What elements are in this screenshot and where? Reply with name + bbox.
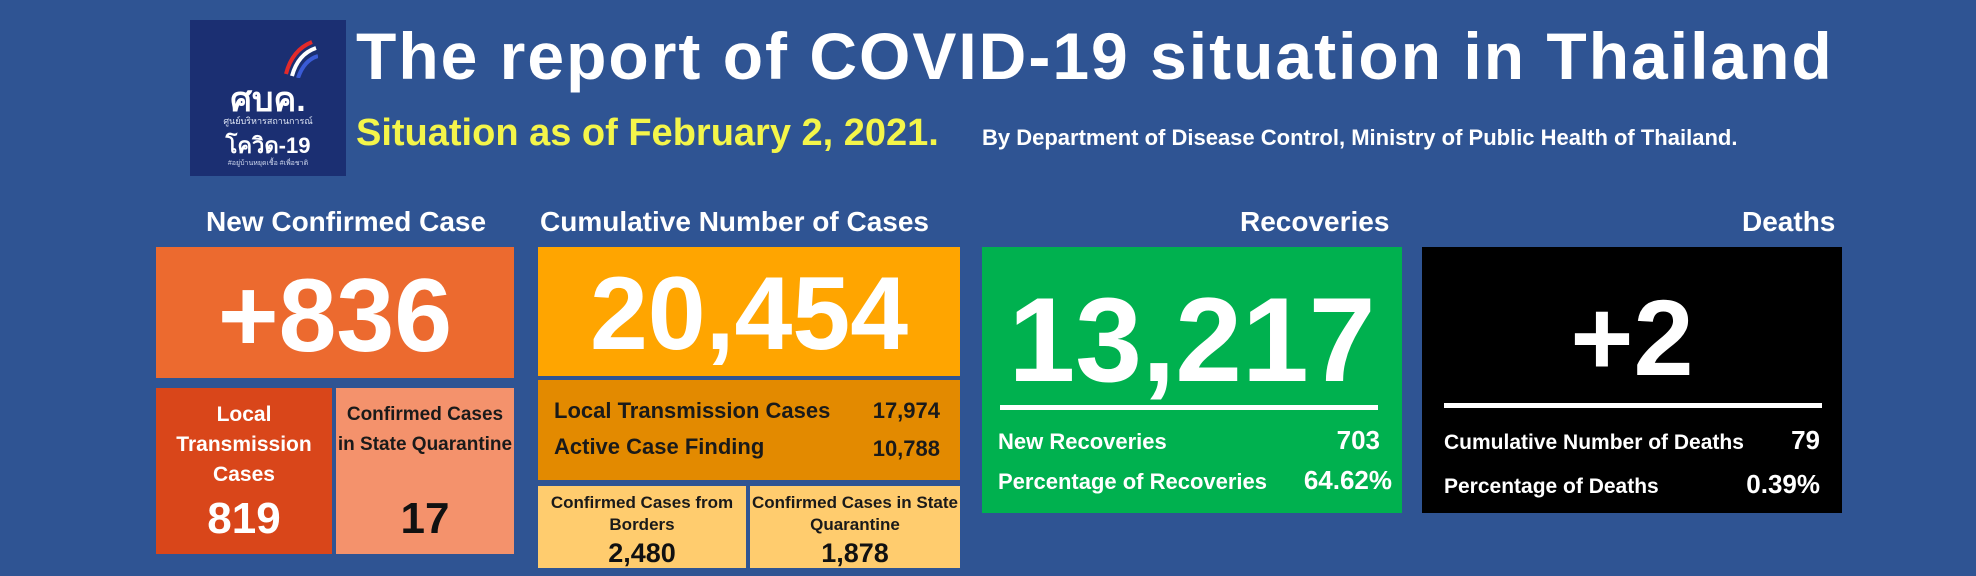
cumulative-quarantine-value: 1,878 xyxy=(821,538,889,568)
recoveries-card: 13,217 New Recoveries 703 Percentage of … xyxy=(982,247,1402,513)
new-recoveries-value: 703 xyxy=(1336,425,1380,455)
cumulative-quarantine-label: Confirmed Cases in State Quarantine xyxy=(752,493,958,534)
local-transmission-label: Local Transmission Cases xyxy=(176,403,312,486)
new-confirmed-value: +836 xyxy=(217,258,453,374)
cumulative-quarantine-card: Confirmed Cases in State Quarantine 1,87… xyxy=(750,486,960,568)
cumulative-local-value: 17,974 xyxy=(872,398,940,423)
borders-card: Confirmed Cases from Borders 2,480 xyxy=(538,486,746,568)
state-quarantine-card: Confirmed Cases in State Quarantine 17 xyxy=(336,388,514,554)
cumulative-deaths-label: Cumulative Number of Deaths xyxy=(1444,431,1744,454)
recoveries-heading: Recoveries xyxy=(1240,206,1390,237)
flag-swoosh-icon xyxy=(284,40,318,78)
cumulative-card: 20,454 xyxy=(538,247,960,376)
deaths-divider xyxy=(1444,403,1822,408)
recoveries-divider xyxy=(1000,405,1378,410)
new-confirmed-card: +836 xyxy=(156,247,514,378)
deaths-pct-label: Percentage of Deaths xyxy=(1444,475,1659,498)
local-transmission-value: 819 xyxy=(207,494,281,543)
deaths-heading: Deaths xyxy=(1742,206,1836,237)
report-title: The report of COVID-19 situation in Thai… xyxy=(356,19,1834,93)
recoveries-pct-value: 64.62% xyxy=(1303,465,1392,495)
borders-value: 2,480 xyxy=(608,538,676,568)
cumulative-breakdown-card: Local Transmission Cases 17,974 Active C… xyxy=(538,380,960,480)
cumulative-value: 20,454 xyxy=(589,256,909,372)
active-case-finding-label: Active Case Finding xyxy=(554,434,765,459)
logo-abbr: ศบค. xyxy=(230,81,306,119)
logo-line2: โควิด-19 xyxy=(225,133,311,158)
cumulative-deaths-value: 79 xyxy=(1791,425,1820,455)
cumulative-heading: Cumulative Number of Cases xyxy=(540,206,929,237)
state-quarantine-label: Confirmed Cases in State Quarantine xyxy=(337,404,513,455)
deaths-card: +2 Cumulative Number of Deaths 79 Percen… xyxy=(1422,247,1842,513)
ccsa-logo: ศบค. ศูนย์บริหารสถานการณ์ โควิด-19 #อยู่… xyxy=(190,20,346,176)
new-recoveries-label: New Recoveries xyxy=(998,429,1167,454)
situation-date: Situation as of February 2, 2021. xyxy=(356,112,939,154)
state-quarantine-value: 17 xyxy=(400,494,450,543)
borders-label: Confirmed Cases from Borders xyxy=(550,493,734,534)
logo-line1: ศูนย์บริหารสถานการณ์ xyxy=(223,116,313,126)
local-transmission-card: Local Transmission Cases 819 xyxy=(156,388,332,554)
new-confirmed-heading: New Confirmed Case xyxy=(206,206,487,237)
recoveries-pct-label: Percentage of Recoveries xyxy=(998,469,1268,494)
deaths-value: +2 xyxy=(1570,277,1694,398)
active-case-finding-value: 10,788 xyxy=(872,436,940,461)
recoveries-value: 13,217 xyxy=(1008,273,1376,407)
logo-line3: #อยู่บ้านหยุดเชื้อ #เพื่อชาติ xyxy=(227,160,309,167)
cumulative-local-label: Local Transmission Cases xyxy=(554,398,831,423)
source-credit: By Department of Disease Control, Minist… xyxy=(982,125,1738,150)
deaths-pct-value: 0.39% xyxy=(1746,469,1820,499)
